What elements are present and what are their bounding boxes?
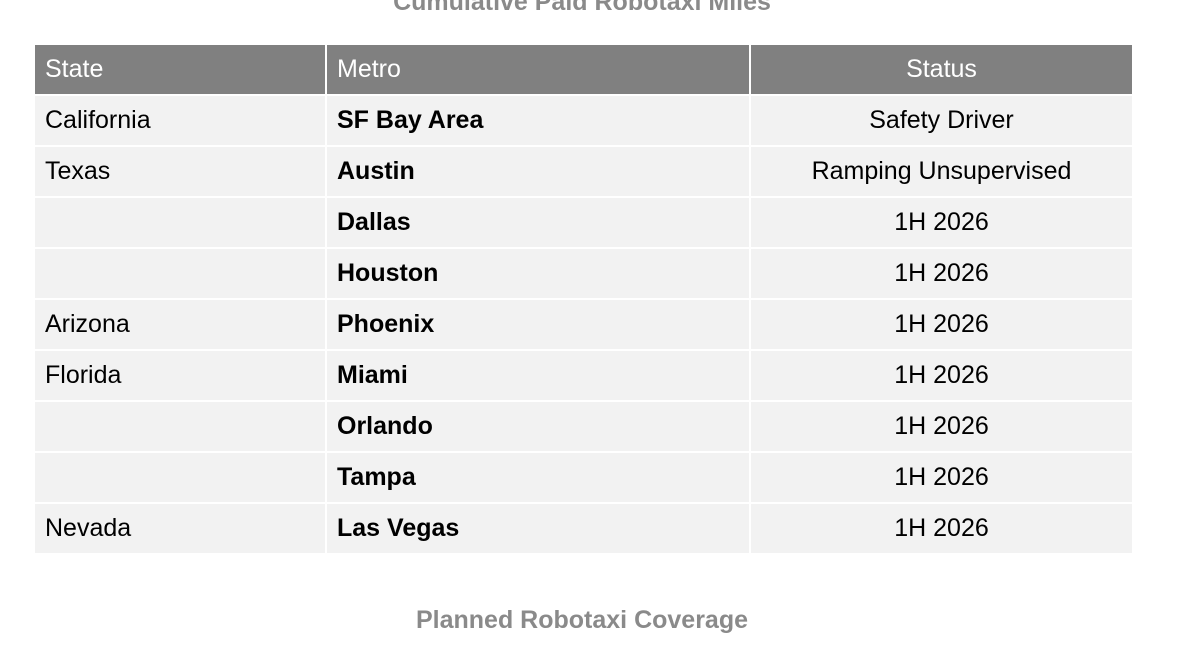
table-row: Arizona Phoenix 1H 2026: [33, 298, 1134, 351]
table-cell: 1H 2026: [749, 502, 1134, 555]
table-cell: [33, 400, 327, 453]
table-row: Texas Austin Ramping Unsupervised: [33, 145, 1134, 198]
table-cell: Safety Driver: [749, 94, 1134, 147]
table-cell: Florida: [33, 349, 327, 402]
table-cell: [33, 196, 327, 249]
table-cell: Tampa: [325, 451, 751, 504]
header-row: State Metro Status: [33, 43, 1134, 96]
table-cell: Austin: [325, 145, 751, 198]
table-row: Tampa 1H 2026: [33, 451, 1134, 504]
table-cell: 1H 2026: [749, 451, 1134, 504]
table-cell: Nevada: [33, 502, 327, 555]
table-cell: Arizona: [33, 298, 327, 351]
header-cell: Metro: [325, 43, 751, 96]
table-cell: 1H 2026: [749, 400, 1134, 453]
table-cell: 1H 2026: [749, 349, 1134, 402]
table-cell: Las Vegas: [325, 502, 751, 555]
table-cell: Dallas: [325, 196, 751, 249]
caption: Planned Robotaxi Coverage: [415, 606, 749, 634]
table-cell: 1H 2026: [749, 298, 1134, 351]
table-row: Houston 1H 2026: [33, 247, 1134, 300]
table-row: Orlando 1H 2026: [33, 400, 1134, 453]
title: Cumulative Paid Robotaxi Miles: [393, 0, 771, 16]
table-cell: SF Bay Area: [325, 94, 751, 147]
table-cell: Ramping Unsupervised: [749, 145, 1134, 198]
table-cell: 1H 2026: [749, 247, 1134, 300]
table-cell: Phoenix: [325, 298, 751, 351]
coverage-table: State Metro Status California SF Bay Area Sa…: [33, 43, 1134, 555]
table-row: Nevada Las Vegas 1H 2026: [33, 502, 1134, 555]
table-cell: California: [33, 94, 327, 147]
table-cell: 1H 2026: [749, 196, 1134, 249]
header-cell: State: [33, 43, 327, 96]
table-cell: Orlando: [325, 400, 751, 453]
table-row: California SF Bay Area Safety Driver: [33, 94, 1134, 147]
header-cell: Status: [749, 43, 1134, 96]
table-cell: Miami: [325, 349, 751, 402]
table-row: Florida Miami 1H 2026: [33, 349, 1134, 402]
table-cell: [33, 247, 327, 300]
table-cell: Houston: [325, 247, 751, 300]
table-cell: Texas: [33, 145, 327, 198]
table-cell: [33, 451, 327, 504]
table-body: California SF Bay Area Safety Driver Texas A…: [33, 94, 1134, 555]
table-row: Dallas 1H 2026: [33, 196, 1134, 249]
